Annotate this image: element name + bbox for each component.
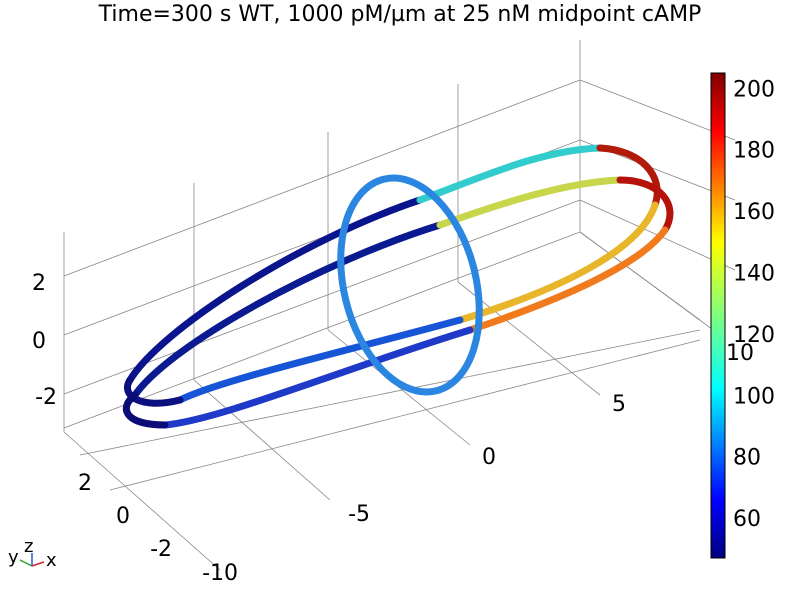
colorbar-tick-label: 120 — [733, 323, 775, 348]
colorbar-tick-label: 100 — [733, 384, 775, 409]
svg-text:0: 0 — [116, 504, 130, 529]
colorbar-gradient — [710, 72, 726, 559]
svg-text:-10: -10 — [202, 561, 238, 586]
svg-text:0: 0 — [32, 329, 46, 354]
colorbar-ticks: 60 80 100 120 140 160 180 200 — [733, 77, 775, 532]
svg-text:10: 10 — [726, 341, 754, 366]
colorbar-tick-label: 200 — [733, 77, 775, 102]
colorbar: 60 80 100 120 140 160 180 200 — [710, 72, 775, 559]
x-axis-ticks: -10 -5 0 5 10 — [202, 341, 754, 586]
grid-box — [63, 40, 736, 571]
chart-title: Time=300 s WT, 1000 pM/µm at 25 nM midpo… — [98, 2, 702, 27]
svg-text:0: 0 — [482, 445, 496, 470]
ring-transverse — [337, 174, 483, 396]
svg-text:-5: -5 — [348, 502, 370, 527]
z-axis-ticks: 2 0 -2 — [32, 271, 57, 410]
colorbar-tick-label: 160 — [733, 200, 775, 225]
triad-z-label: z — [24, 536, 33, 557]
axis-triad: y z x — [8, 536, 57, 571]
svg-text:-2: -2 — [150, 537, 172, 562]
svg-text:2: 2 — [32, 271, 46, 296]
svg-text:5: 5 — [612, 392, 626, 417]
colorbar-tick-label: 140 — [733, 262, 775, 287]
triad-x-label: x — [46, 550, 57, 571]
ring-outer-1 — [124, 144, 661, 407]
colorbar-tick-label: 80 — [733, 446, 761, 471]
svg-text:2: 2 — [78, 471, 92, 496]
ring-outer-2 — [122, 176, 674, 429]
colorbar-tick-label: 60 — [733, 507, 761, 532]
triad-y-label: y — [8, 547, 19, 568]
svg-text:-2: -2 — [35, 385, 57, 410]
colorbar-tick-label: 180 — [733, 139, 775, 164]
y-axis-ticks: 2 0 -2 — [78, 471, 172, 562]
